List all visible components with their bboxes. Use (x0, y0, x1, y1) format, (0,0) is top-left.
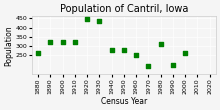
Point (196, 79, 199, 81)
Point (73, 41, 77, 43)
Point (97, 20, 101, 22)
Point (110, 49, 113, 51)
Point (36, 53, 40, 54)
Point (147, 65, 150, 66)
Point (183, 52, 187, 54)
X-axis label: Census Year: Census Year (101, 97, 147, 106)
Point (61, 41, 64, 43)
Point (85, 18, 89, 19)
Point (171, 64, 175, 66)
Point (48, 41, 52, 43)
Point (122, 49, 126, 51)
Point (134, 54, 138, 56)
Point (159, 43, 162, 45)
Point (208, 78, 211, 79)
Y-axis label: Population: Population (4, 25, 13, 66)
Title: Population of Cantril, Iowa: Population of Cantril, Iowa (60, 4, 188, 14)
